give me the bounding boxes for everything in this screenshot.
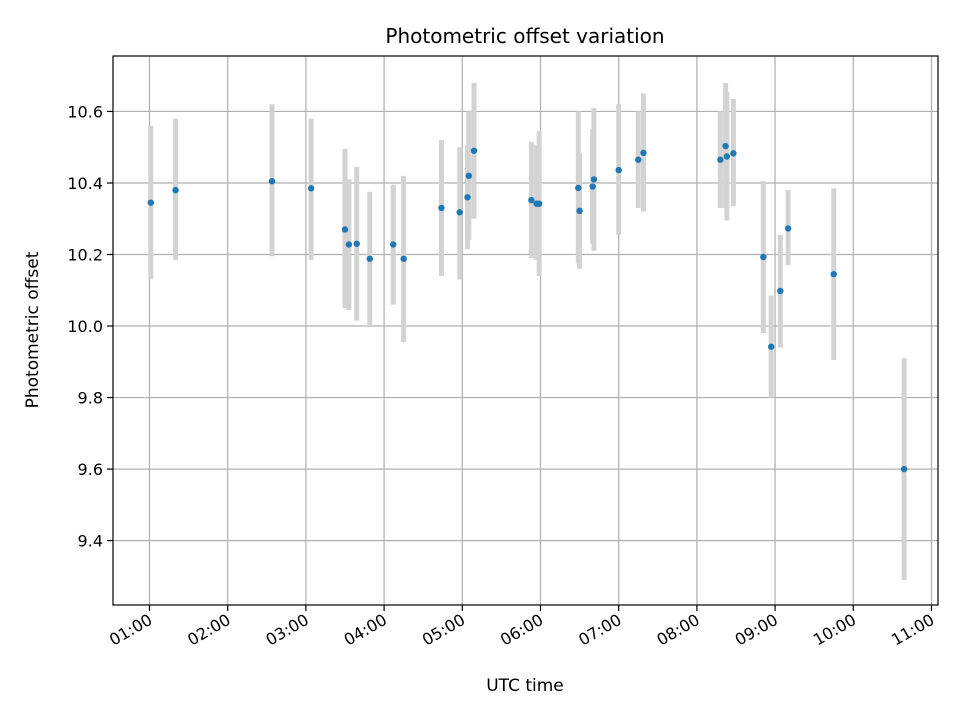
data-point xyxy=(535,200,543,207)
data-point xyxy=(390,241,397,248)
plot-frame xyxy=(112,55,939,606)
chart-title: Photometric offset variation xyxy=(385,24,664,48)
y-tick-label: 10.2 xyxy=(67,245,103,264)
y-tick-label: 10.6 xyxy=(67,102,103,121)
data-point xyxy=(723,153,731,160)
data-point xyxy=(615,166,622,174)
data-point xyxy=(640,149,647,157)
y-tick-label: 10.4 xyxy=(67,174,103,193)
data-point xyxy=(268,177,276,185)
data-point xyxy=(341,226,349,233)
data-point xyxy=(575,184,582,192)
data-point xyxy=(900,465,908,473)
data-points xyxy=(147,142,908,473)
grid xyxy=(113,56,938,605)
y-tick-label: 9.4 xyxy=(78,532,103,551)
data-point xyxy=(172,186,179,194)
data-point xyxy=(589,183,596,190)
data-point xyxy=(576,207,583,215)
data-point xyxy=(830,270,837,278)
data-point xyxy=(635,156,642,163)
data-point xyxy=(767,343,775,350)
data-point xyxy=(470,147,478,154)
y-tick-label: 10.0 xyxy=(67,317,103,336)
data-point xyxy=(722,142,729,150)
data-point xyxy=(366,255,373,262)
data-point xyxy=(345,241,353,248)
x-axis-title: UTC time xyxy=(486,676,564,696)
data-point xyxy=(777,287,784,295)
data-point xyxy=(438,204,445,212)
data-point xyxy=(456,209,463,216)
data-point xyxy=(400,255,407,262)
y-tick-label: 9.8 xyxy=(78,389,103,408)
data-point xyxy=(730,150,737,157)
data-point xyxy=(760,253,767,261)
data-point xyxy=(147,199,154,206)
data-point xyxy=(353,240,360,247)
data-point xyxy=(590,176,598,183)
data-point xyxy=(784,225,792,232)
data-point xyxy=(465,172,473,180)
data-point xyxy=(717,156,724,163)
y-axis: 9.4 9.6 9.8 10.0 10.2 10.4 10.6 xyxy=(67,102,113,551)
y-tick-label: 9.6 xyxy=(78,460,103,479)
data-point xyxy=(307,185,315,192)
data-point xyxy=(528,196,535,204)
y-axis-title: Photometric offset xyxy=(23,251,43,408)
data-point xyxy=(464,194,471,201)
